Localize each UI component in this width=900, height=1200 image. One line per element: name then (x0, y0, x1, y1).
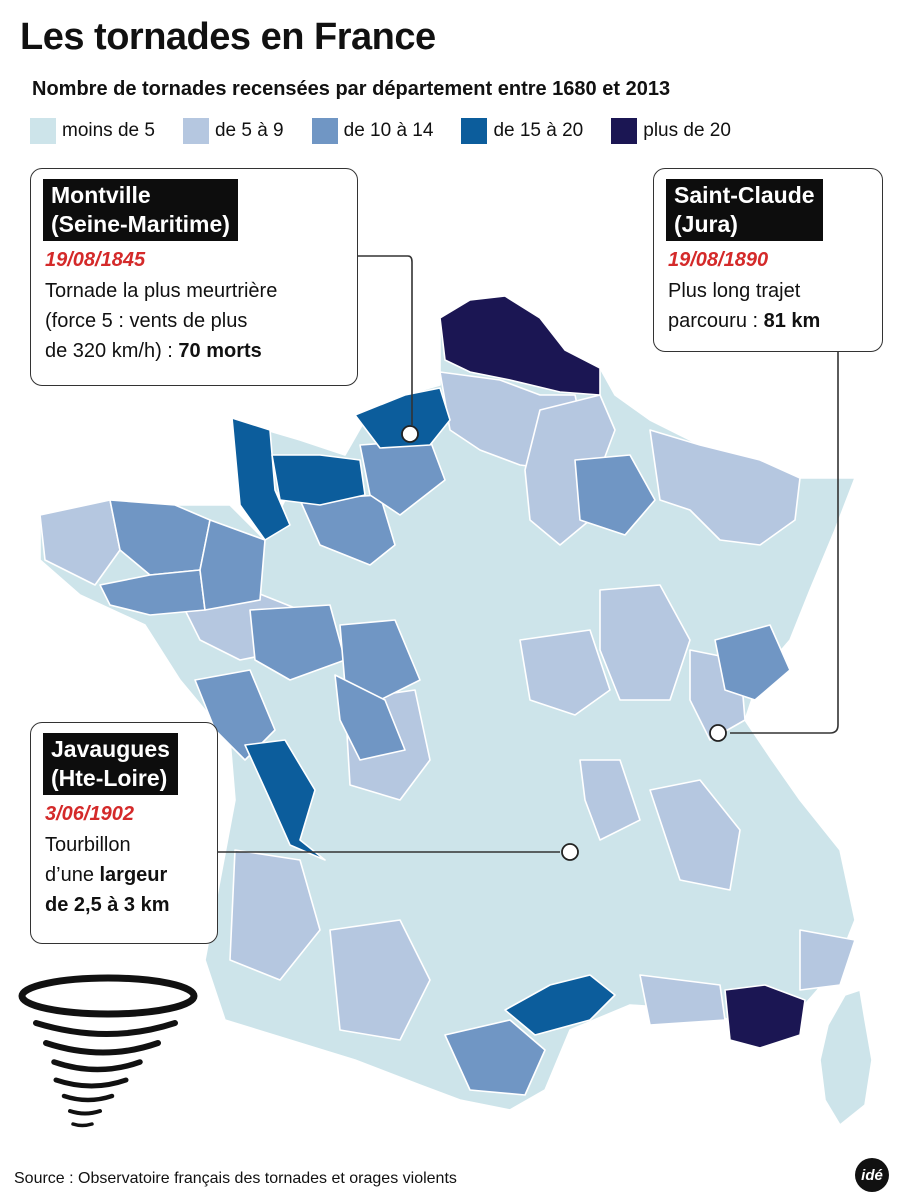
map-title: Les tornades en France (20, 16, 436, 58)
callout-saint-claude-distance: 81 km (763, 310, 821, 332)
dept-region-midi (329, 919, 431, 1041)
callout-saint-claude-text: Plus long trajet parcouru : 81 km (668, 276, 870, 336)
callout-javaugues-line3: de 2,5 à 3 km (45, 890, 205, 920)
legend-label-10-14: de 10 à 14 (343, 120, 434, 141)
leader-montville (358, 255, 413, 425)
callout-montville-title: Montville (Seine-Maritime) (43, 179, 238, 241)
dept-herault-gard (504, 974, 616, 1036)
callout-javaugues-line1: Tourbillon (45, 834, 131, 856)
callout-montville-deaths: 70 morts (178, 340, 262, 362)
dept-indre (339, 619, 421, 701)
dept-region-alpes-maritimes (799, 929, 856, 991)
dept-manche (231, 417, 291, 541)
dept-nord-pas-de-calais (439, 295, 601, 396)
corsica (819, 989, 873, 1126)
callout-javaugues-line2-text: d’une (45, 864, 100, 886)
dept-var (724, 984, 806, 1049)
callout-montville-name: Montville (51, 182, 151, 208)
callout-montville-line1: Tornade la plus meurtrière (45, 280, 278, 302)
legend-swatch-gt20 (611, 118, 638, 144)
dept-haute-vienne (334, 674, 406, 761)
callout-javaugues-title: Javaugues (Hte-Loire) (43, 733, 178, 795)
callout-javaugues-date: 3/06/1902 (45, 803, 134, 825)
legend: moins de 5 de 5 à 9 de 10 à 14 de 15 à 2… (30, 118, 731, 144)
dept-region-var-ouest (639, 974, 726, 1026)
tornado-icon (18, 974, 198, 1128)
dept-seine-maritime (354, 387, 451, 449)
callout-javaugues-name: Javaugues (51, 736, 170, 762)
dept-maine-et-loire (249, 604, 346, 681)
legend-swatch-lt5 (30, 118, 56, 144)
dept-region-lorraine (649, 429, 801, 546)
dept-charente-maritime (244, 739, 326, 861)
callout-montville-text: Tornade la plus meurtrière (force 5 : ve… (45, 276, 345, 366)
callout-montville: Montville (Seine-Maritime) 19/08/1845 To… (30, 168, 358, 386)
callout-montville-date: 19/08/1845 (45, 249, 146, 271)
callout-montville-line3-text: de 320 km/h) : (45, 340, 179, 362)
callout-javaugues-line2: d’une largeur (45, 860, 205, 890)
dept-region-centre-loire (519, 629, 611, 716)
legend-item-5-9: de 5 à 9 (182, 118, 284, 144)
legend-label-15-20: de 15 à 20 (493, 120, 584, 141)
legend-item-lt5: moins de 5 (30, 118, 155, 144)
ide-logo: idé (855, 1158, 889, 1192)
leader-saint-claude (730, 352, 839, 734)
source-credit: Source : Observatoire français des torna… (14, 1170, 457, 1187)
dept-calvados (271, 454, 366, 506)
legend-item-15-20: de 15 à 20 (461, 118, 583, 144)
callout-saint-claude-title: Saint-Claude (Jura) (666, 179, 823, 241)
legend-label-lt5: moins de 5 (62, 120, 155, 141)
callout-montville-dept: (Seine-Maritime) (51, 211, 230, 237)
legend-swatch-10-14 (311, 118, 338, 144)
marker-saint-claude[interactable] (709, 724, 727, 742)
callout-saint-claude-line2: parcouru : 81 km (668, 306, 870, 336)
dept-haute-savoie (714, 624, 791, 701)
callout-saint-claude: Saint-Claude (Jura) 19/08/1890 Plus long… (653, 168, 883, 352)
legend-label-gt20: plus de 20 (643, 120, 731, 141)
legend-swatch-15-20 (461, 118, 488, 144)
callout-saint-claude-line1: Plus long trajet (668, 280, 801, 302)
dept-region-bourgogne (599, 584, 691, 701)
legend-label-5-9: de 5 à 9 (214, 120, 284, 141)
callout-saint-claude-dept: (Jura) (674, 211, 738, 237)
legend-item-gt20: plus de 20 (611, 118, 731, 144)
callout-saint-claude-line2-text: parcouru : (668, 310, 764, 332)
callout-javaugues-width-value: de 2,5 à 3 km (45, 894, 170, 916)
dept-herault-aude (444, 1019, 546, 1096)
marker-montville[interactable] (401, 425, 419, 443)
dept-region-alpes (649, 779, 741, 891)
dept-aube (574, 454, 656, 536)
dept-sarthe-orne (299, 494, 396, 566)
dept-region-bretagne-cotes (39, 499, 121, 586)
legend-item-10-14: de 10 à 14 (311, 118, 434, 144)
callout-montville-line3: de 320 km/h) : 70 morts (45, 336, 345, 366)
dept-ille-et-vilaine (199, 519, 266, 611)
callout-saint-claude-name: Saint-Claude (674, 182, 815, 208)
callout-saint-claude-date: 19/08/1890 (668, 249, 769, 271)
marker-javaugues[interactable] (561, 843, 579, 861)
legend-swatch-5-9 (182, 118, 209, 144)
dept-region-auvergne (579, 759, 641, 841)
map-subtitle: Nombre de tornades recensées par départe… (32, 78, 671, 100)
callout-javaugues: Javaugues (Hte-Loire) 3/06/1902 Tourbill… (30, 722, 218, 944)
callout-montville-line2: (force 5 : vents de plus (45, 310, 248, 332)
callout-javaugues-text: Tourbillon d’une largeur de 2,5 à 3 km (45, 830, 205, 920)
callout-javaugues-dept: (Hte-Loire) (51, 765, 168, 791)
callout-javaugues-width-label: largeur (99, 864, 168, 886)
dept-region-aquitaine (229, 849, 321, 981)
